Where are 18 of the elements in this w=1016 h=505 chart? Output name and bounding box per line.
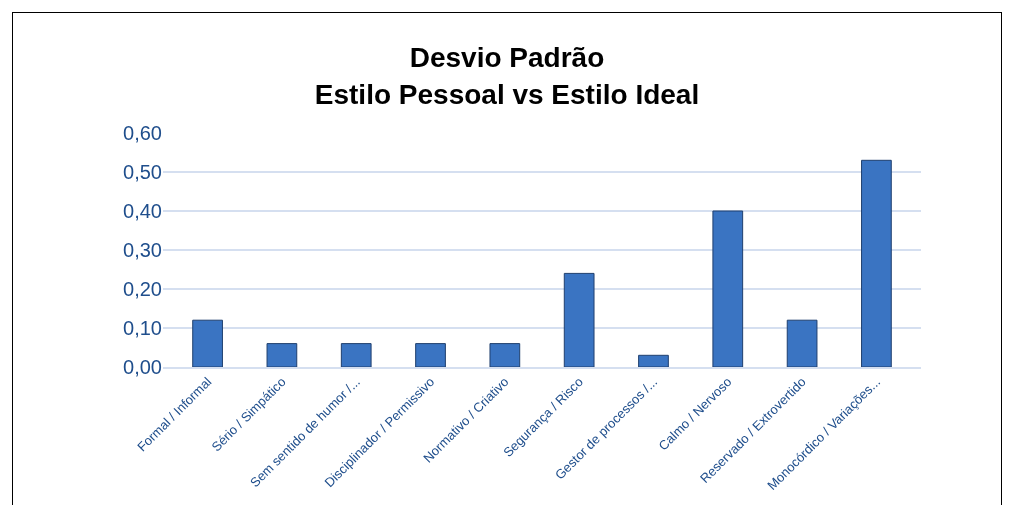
bar bbox=[266, 343, 298, 367]
y-tick-label: 0,20 bbox=[123, 278, 162, 300]
bar bbox=[786, 319, 818, 367]
chart-title: Desvio Padrão Estilo Pessoal vs Estilo Ideal bbox=[314, 42, 700, 110]
bar bbox=[638, 354, 669, 367]
y-tick-label: 0,30 bbox=[123, 239, 162, 261]
y-tick-label: 0,10 bbox=[123, 317, 162, 339]
y-tick-label: 0,50 bbox=[123, 161, 162, 183]
y-tick-label: 0,00 bbox=[123, 356, 162, 378]
bar bbox=[192, 319, 223, 367]
bar bbox=[489, 343, 521, 367]
bar bbox=[563, 272, 595, 367]
bar bbox=[861, 159, 892, 367]
y-tick-label: 0,40 bbox=[123, 200, 162, 222]
bar bbox=[415, 343, 446, 367]
bar bbox=[712, 210, 744, 367]
bar bbox=[340, 343, 372, 367]
y-tick-label: 0,60 bbox=[123, 122, 162, 144]
